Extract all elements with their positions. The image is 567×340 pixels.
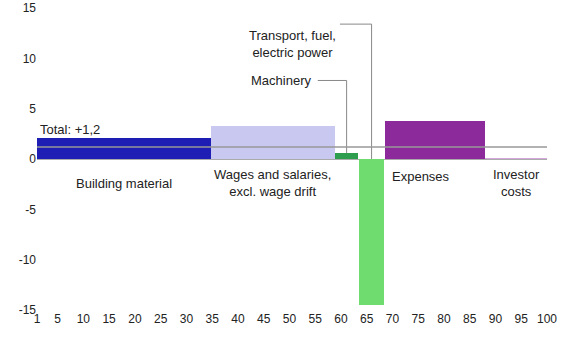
svg-text:55: 55 <box>309 312 323 326</box>
svg-text:75: 75 <box>412 312 426 326</box>
svg-text:10: 10 <box>23 52 37 66</box>
svg-text:1: 1 <box>34 312 41 326</box>
svg-text:45: 45 <box>257 312 271 326</box>
svg-text:-15: -15 <box>19 303 37 317</box>
svg-text:60: 60 <box>334 312 348 326</box>
svg-text:-5: -5 <box>25 203 36 217</box>
svg-text:Machinery: Machinery <box>251 73 311 88</box>
svg-text:85: 85 <box>463 312 477 326</box>
svg-text:50: 50 <box>283 312 297 326</box>
svg-text:20: 20 <box>128 312 142 326</box>
svg-text:65: 65 <box>360 312 374 326</box>
svg-text:-10: -10 <box>19 253 37 267</box>
svg-text:15: 15 <box>23 1 37 15</box>
svg-text:5: 5 <box>54 312 61 326</box>
svg-text:Transport, fuel,electric power: Transport, fuel,electric power <box>249 28 336 60</box>
svg-text:Expenses: Expenses <box>392 169 450 184</box>
svg-text:30: 30 <box>180 312 194 326</box>
svg-text:Wages and salaries,excl. wage: Wages and salaries,excl. wage drift <box>214 167 331 199</box>
svg-text:5: 5 <box>29 102 36 116</box>
svg-text:35: 35 <box>205 312 219 326</box>
svg-text:Building material: Building material <box>76 176 172 191</box>
svg-text:Investorcosts: Investorcosts <box>493 167 540 199</box>
svg-text:15: 15 <box>102 312 116 326</box>
svg-text:10: 10 <box>77 312 91 326</box>
svg-text:80: 80 <box>437 312 451 326</box>
svg-text:Total: +1,2: Total: +1,2 <box>40 122 100 137</box>
svg-text:90: 90 <box>489 312 503 326</box>
svg-text:25: 25 <box>154 312 168 326</box>
svg-text:100: 100 <box>537 312 557 326</box>
svg-text:0: 0 <box>29 152 36 166</box>
svg-text:95: 95 <box>515 312 529 326</box>
svg-text:70: 70 <box>386 312 400 326</box>
svg-text:40: 40 <box>231 312 245 326</box>
